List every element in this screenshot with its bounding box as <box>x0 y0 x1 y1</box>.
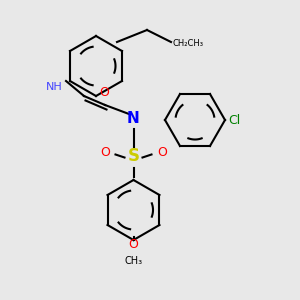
Text: O: O <box>99 86 109 99</box>
Text: CH₃: CH₃ <box>124 256 142 266</box>
Text: O: O <box>157 146 167 160</box>
Text: CH₂CH₃: CH₂CH₃ <box>172 39 203 48</box>
Text: N: N <box>127 111 140 126</box>
Text: O: O <box>100 146 110 160</box>
Text: Cl: Cl <box>228 113 240 127</box>
Text: S: S <box>128 147 140 165</box>
Text: NH: NH <box>46 82 63 92</box>
Text: O: O <box>129 238 138 251</box>
